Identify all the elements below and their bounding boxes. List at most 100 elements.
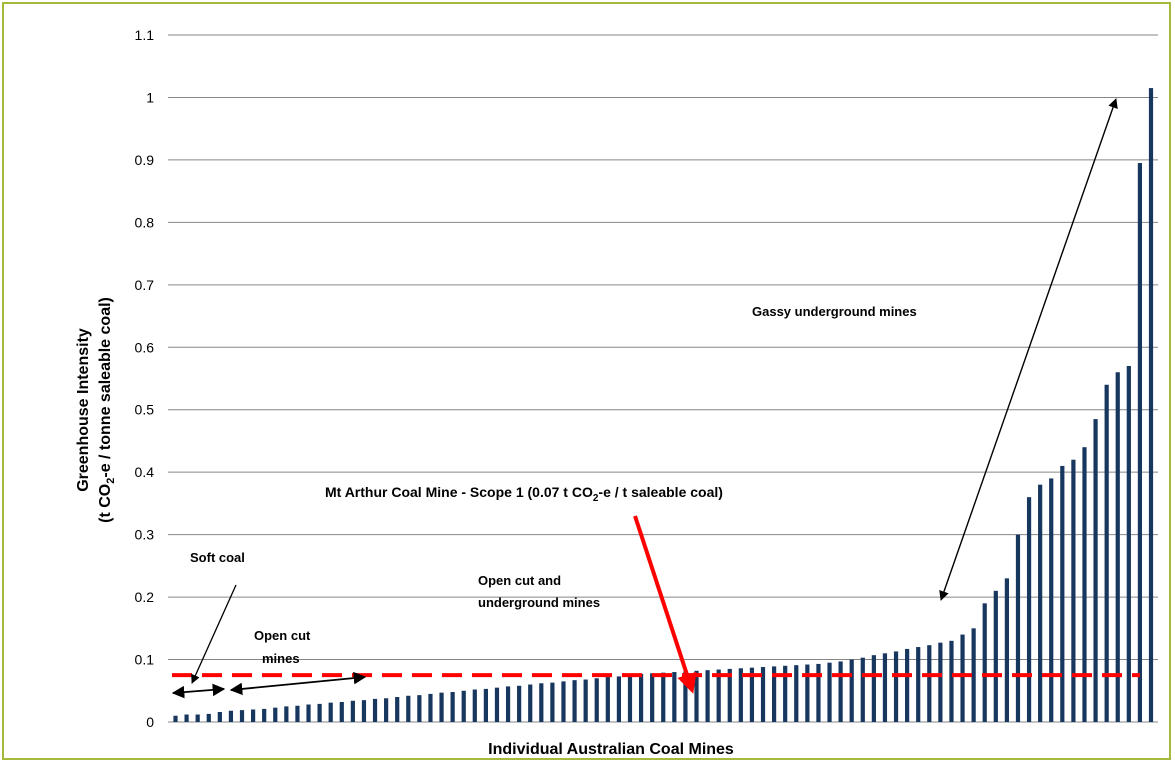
bar bbox=[1148, 88, 1154, 723]
bar bbox=[273, 707, 278, 722]
bar bbox=[805, 664, 810, 722]
bar bbox=[905, 648, 910, 722]
y-tick-label: 0.2 bbox=[135, 589, 155, 605]
bar bbox=[494, 687, 500, 722]
bar bbox=[938, 642, 943, 722]
bar bbox=[262, 708, 267, 722]
bar bbox=[384, 698, 389, 722]
bar bbox=[339, 702, 344, 722]
bar bbox=[694, 670, 699, 722]
bar bbox=[517, 685, 522, 722]
bar bbox=[295, 705, 300, 722]
annotation-open-cut-line1: Open cut bbox=[254, 628, 311, 643]
bar bbox=[328, 702, 333, 722]
bar bbox=[1093, 419, 1098, 722]
bar bbox=[893, 651, 899, 722]
bar bbox=[206, 713, 211, 722]
bar bbox=[949, 640, 954, 722]
bar bbox=[572, 680, 577, 722]
bar bbox=[627, 675, 633, 722]
annotation-mixed-line2: underground mines bbox=[478, 595, 600, 610]
y-tick-label: 0.8 bbox=[135, 214, 155, 230]
bar bbox=[661, 672, 666, 722]
bar bbox=[882, 653, 888, 722]
bar bbox=[760, 667, 766, 722]
bar bbox=[871, 655, 876, 722]
bar bbox=[1049, 478, 1054, 722]
bar bbox=[1004, 578, 1009, 722]
x-axis-title: Individual Australian Coal Mines bbox=[488, 741, 734, 758]
bar bbox=[982, 603, 987, 722]
y-tick-label: 1.1 bbox=[135, 27, 155, 43]
bar bbox=[461, 690, 466, 722]
bar bbox=[1137, 163, 1143, 722]
bar bbox=[317, 703, 322, 722]
gassy-mines-range-arrow bbox=[939, 98, 1118, 601]
bar bbox=[505, 686, 511, 722]
bar bbox=[284, 706, 289, 722]
annotation-gassy-underground: Gassy underground mines bbox=[752, 304, 917, 319]
bar bbox=[350, 700, 355, 722]
bar bbox=[306, 704, 311, 722]
bar bbox=[1082, 447, 1087, 722]
bar bbox=[916, 647, 921, 722]
gridlines bbox=[168, 34, 1158, 661]
bar bbox=[860, 657, 865, 722]
bar bbox=[849, 659, 854, 722]
bar bbox=[195, 714, 200, 722]
bars bbox=[173, 88, 1154, 723]
bar bbox=[993, 590, 998, 722]
bar bbox=[816, 663, 821, 722]
bar bbox=[1060, 465, 1065, 722]
bar bbox=[838, 661, 843, 722]
y-tick-label: 0.7 bbox=[135, 277, 155, 293]
y-axis-title: Greenhouse Intensity (t CO2-e / tonne sa… bbox=[75, 297, 117, 523]
bar bbox=[594, 678, 599, 722]
bar bbox=[827, 662, 832, 722]
bar bbox=[1071, 459, 1076, 722]
bar bbox=[616, 676, 622, 722]
bar bbox=[1026, 497, 1032, 722]
bar bbox=[561, 681, 566, 722]
y-tick-label: 0.5 bbox=[135, 402, 155, 418]
bar bbox=[1104, 384, 1109, 722]
annotation-mixed-line1: Open cut and bbox=[478, 573, 561, 588]
bar bbox=[1126, 366, 1131, 722]
bar bbox=[239, 710, 245, 722]
bar bbox=[927, 645, 932, 722]
bar bbox=[173, 715, 178, 722]
bar bbox=[428, 693, 433, 722]
bar bbox=[417, 695, 422, 722]
bar bbox=[605, 677, 610, 722]
soft-coal-arrow bbox=[191, 584, 237, 684]
open-cut-range-arrow bbox=[229, 671, 367, 696]
y-tick-label: 0.6 bbox=[135, 339, 155, 355]
bar bbox=[1015, 534, 1021, 722]
soft-coal-range-arrow bbox=[171, 683, 226, 699]
bar bbox=[716, 669, 721, 722]
bar bbox=[583, 679, 588, 722]
bar bbox=[184, 714, 189, 722]
bar bbox=[960, 634, 965, 722]
mt-arthur-pointer-arrow bbox=[633, 515, 697, 694]
y-tick-label: 1 bbox=[146, 89, 154, 105]
bar bbox=[783, 665, 788, 722]
bar bbox=[483, 688, 488, 722]
bar bbox=[439, 692, 444, 722]
annotation-soft-coal: Soft coal bbox=[190, 550, 245, 565]
bar bbox=[749, 667, 755, 722]
bar bbox=[794, 665, 799, 722]
bar bbox=[372, 698, 378, 722]
bar bbox=[1038, 484, 1043, 722]
bar bbox=[650, 673, 655, 722]
bar bbox=[539, 683, 544, 722]
bar bbox=[705, 670, 710, 722]
bar bbox=[738, 668, 743, 722]
bar bbox=[683, 671, 688, 722]
bar bbox=[550, 682, 555, 722]
bar bbox=[772, 666, 777, 722]
annotation-open-cut-line2: mines bbox=[262, 651, 300, 666]
bar bbox=[450, 692, 455, 722]
